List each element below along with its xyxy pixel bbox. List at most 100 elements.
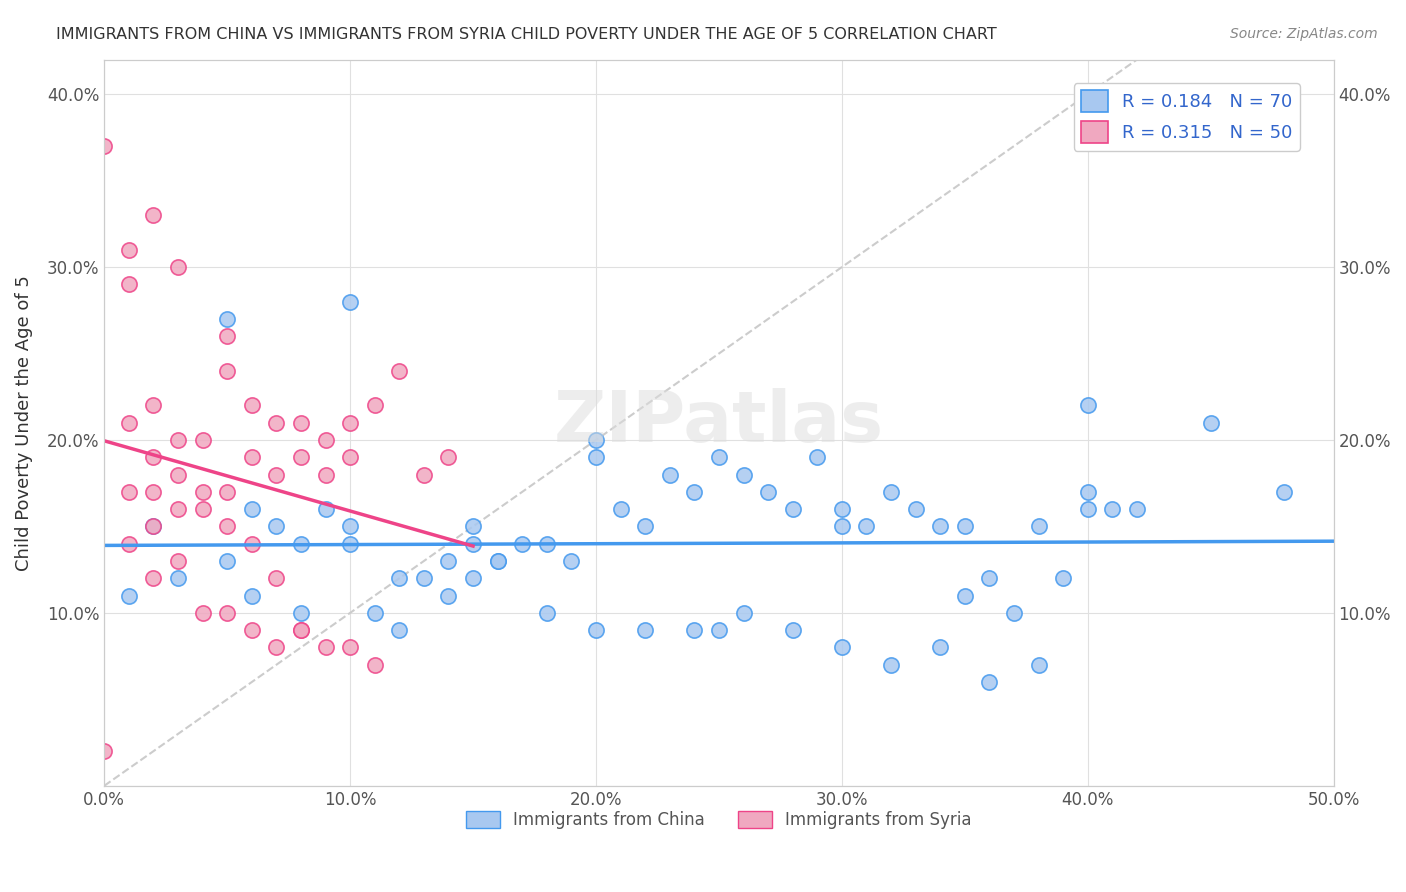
Point (339, 416, 361, 430)
Point (486, 554, 509, 568)
Point (831, 502, 853, 516)
Point (707, 623, 730, 637)
Point (315, 640, 337, 655)
Point (364, 398, 387, 412)
Point (486, 554, 509, 568)
Point (142, 398, 165, 412)
Point (412, 571, 434, 585)
Point (388, 623, 411, 637)
Point (118, 589, 141, 603)
Point (339, 450, 361, 465)
Point (217, 364, 239, 378)
Point (683, 623, 706, 637)
Text: Source: ZipAtlas.com: Source: ZipAtlas.com (1230, 27, 1378, 41)
Point (339, 294, 361, 309)
Point (953, 589, 976, 603)
Point (266, 416, 288, 430)
Point (142, 519, 165, 533)
Point (290, 537, 312, 551)
Point (461, 537, 484, 551)
Point (831, 519, 853, 533)
Point (1077, 502, 1099, 516)
Point (1126, 502, 1149, 516)
Point (1028, 519, 1050, 533)
Point (167, 502, 190, 516)
Point (118, 484, 141, 499)
Point (806, 450, 828, 465)
Point (240, 623, 263, 637)
Point (191, 433, 214, 447)
Point (142, 450, 165, 465)
Point (782, 502, 804, 516)
Point (240, 537, 263, 551)
Point (536, 537, 558, 551)
Point (1077, 398, 1099, 412)
Point (191, 484, 214, 499)
Point (536, 606, 558, 620)
Point (756, 484, 779, 499)
Point (782, 623, 804, 637)
Point (118, 277, 141, 292)
Point (339, 640, 361, 655)
Point (93, 139, 115, 153)
Y-axis label: Child Poverty Under the Age of 5: Child Poverty Under the Age of 5 (15, 275, 32, 571)
Point (585, 450, 607, 465)
Point (388, 364, 411, 378)
Point (191, 606, 214, 620)
Point (733, 606, 755, 620)
Point (461, 571, 484, 585)
Point (658, 467, 681, 482)
Point (118, 537, 141, 551)
Point (1077, 484, 1099, 499)
Point (266, 640, 288, 655)
Point (929, 519, 952, 533)
Point (609, 502, 631, 516)
Point (339, 519, 361, 533)
Point (217, 329, 239, 343)
Point (1002, 606, 1025, 620)
Point (167, 260, 190, 274)
Point (191, 502, 214, 516)
Point (290, 606, 312, 620)
Point (364, 657, 387, 672)
Point (93, 744, 115, 758)
Point (979, 675, 1001, 690)
Point (217, 554, 239, 568)
Point (1199, 416, 1222, 430)
Point (142, 208, 165, 222)
Point (412, 467, 434, 482)
Point (240, 502, 263, 516)
Point (315, 502, 337, 516)
Text: IMMIGRANTS FROM CHINA VS IMMIGRANTS FROM SYRIA CHILD POVERTY UNDER THE AGE OF 5 : IMMIGRANTS FROM CHINA VS IMMIGRANTS FROM… (56, 27, 997, 42)
Point (904, 502, 927, 516)
Point (634, 623, 657, 637)
Point (167, 467, 190, 482)
Point (142, 571, 165, 585)
Point (1052, 571, 1074, 585)
Point (831, 640, 853, 655)
Point (880, 657, 903, 672)
Point (240, 589, 263, 603)
Point (118, 243, 141, 257)
Point (437, 450, 460, 465)
Point (1274, 484, 1296, 499)
Point (217, 606, 239, 620)
Point (240, 398, 263, 412)
Point (266, 467, 288, 482)
Point (461, 519, 484, 533)
Point (1101, 502, 1123, 516)
Point (733, 467, 755, 482)
Point (290, 416, 312, 430)
Point (585, 623, 607, 637)
Legend: Immigrants from China, Immigrants from Syria: Immigrants from China, Immigrants from S… (460, 804, 979, 836)
Point (880, 484, 903, 499)
Point (953, 519, 976, 533)
Point (585, 433, 607, 447)
Point (437, 554, 460, 568)
Point (683, 484, 706, 499)
Point (707, 450, 730, 465)
Point (266, 571, 288, 585)
Point (266, 519, 288, 533)
Point (217, 484, 239, 499)
Point (315, 467, 337, 482)
